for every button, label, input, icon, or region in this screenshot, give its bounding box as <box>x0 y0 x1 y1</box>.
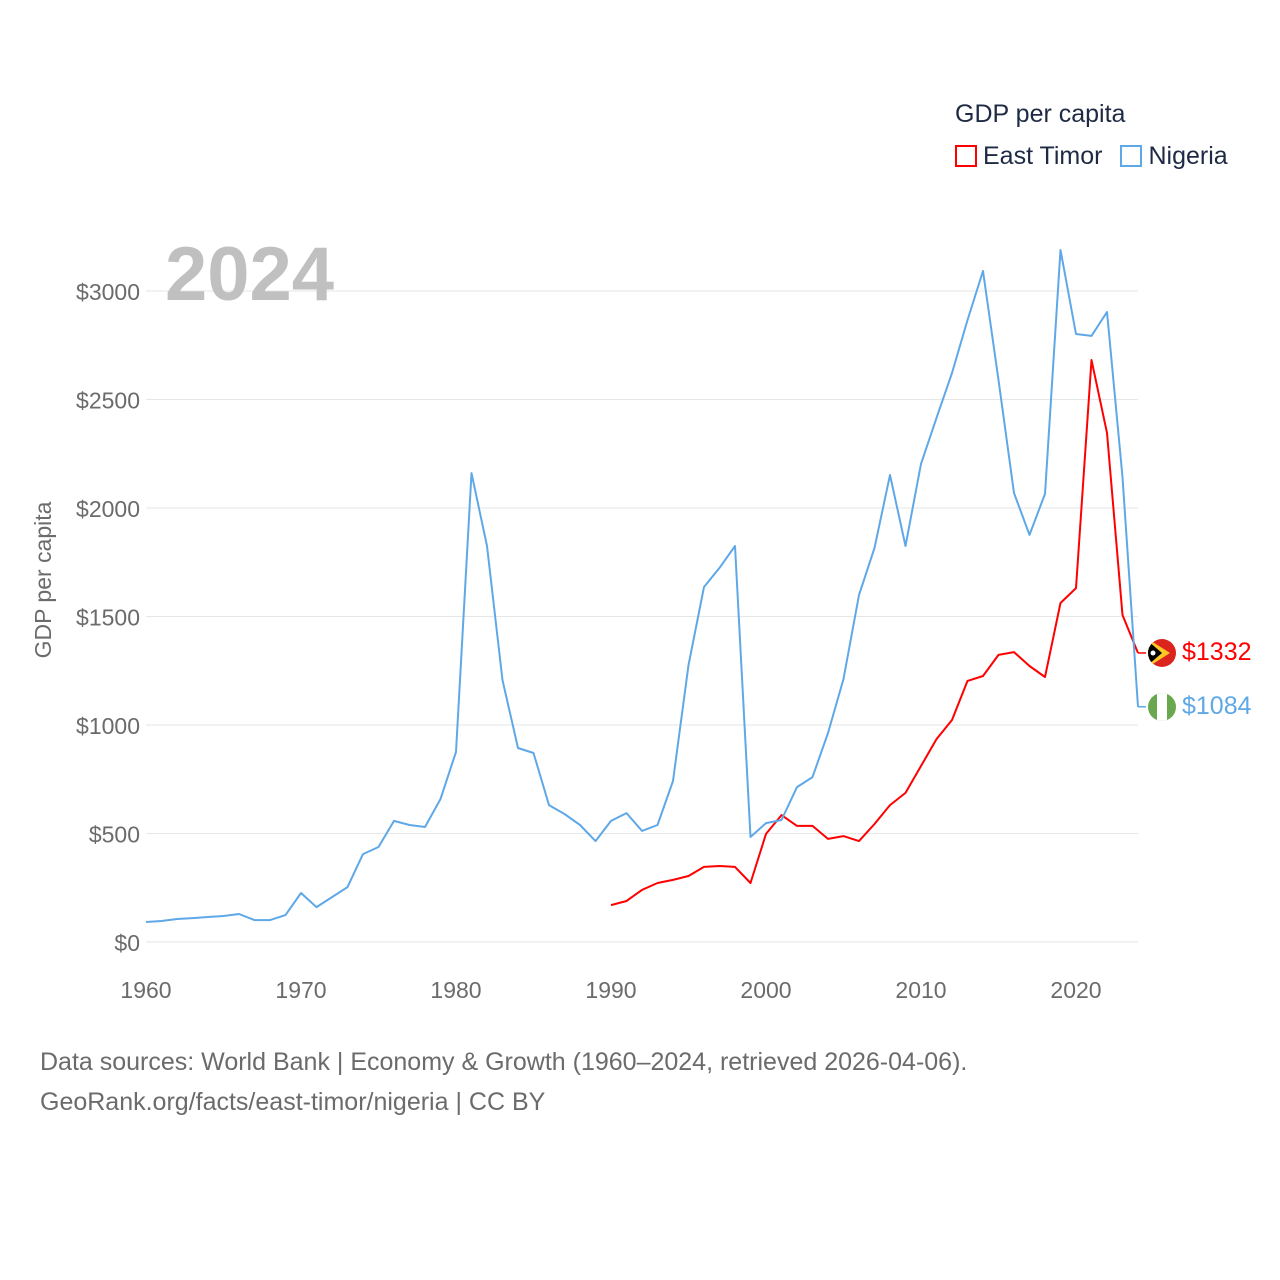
year-watermark: 2024 <box>165 232 334 317</box>
series-line-east-timor <box>610 359 1139 907</box>
x-tick-label: 2000 <box>740 977 791 1003</box>
nigeria-flag-icon <box>1148 693 1176 721</box>
x-tick-label: 1960 <box>120 977 171 1003</box>
x-tick-label: 1970 <box>275 977 326 1003</box>
legend-swatch <box>955 145 977 167</box>
x-tick-label: 1990 <box>585 977 636 1003</box>
legend-item-nigeria[interactable]: Nigeria <box>1120 142 1228 171</box>
data-sources: Data sources: World Bank | Economy & Gro… <box>40 1048 968 1076</box>
x-tick-label: 1980 <box>430 977 481 1003</box>
nigeria-end-label: $1084 <box>1182 692 1252 720</box>
legend-label: Nigeria <box>1148 142 1228 170</box>
legend-label: East Timor <box>983 142 1103 170</box>
grid: $0 $500 $1000 $1500 $2000 $2500 $3000 1960 1970 1… <box>76 279 1138 1003</box>
east-timor-flag-icon <box>1148 639 1176 667</box>
legend: East Timor Nigeria <box>955 142 1228 171</box>
series-line-nigeria <box>145 249 1139 923</box>
legend-swatch <box>1120 145 1143 167</box>
x-tick-label: 2020 <box>1050 977 1101 1003</box>
y-tick-label: $500 <box>89 822 140 848</box>
y-axis-label: GDP per capita <box>30 501 56 658</box>
source-link[interactable]: GeoRank.org/facts/east-timor/nigeria | C… <box>40 1088 546 1116</box>
footer: Data sources: World Bank | Economy & Gro… <box>40 1042 967 1122</box>
legend-item-east-timor[interactable]: East Timor <box>955 142 1102 171</box>
y-tick-label: $1500 <box>76 605 140 631</box>
x-tick-label: 2010 <box>895 977 946 1003</box>
legend-title: GDP per capita <box>955 100 1126 128</box>
y-tick-label: $2500 <box>76 388 140 414</box>
y-tick-label: $2000 <box>76 496 140 522</box>
y-tick-label: $0 <box>114 930 140 956</box>
y-tick-label: $3000 <box>76 279 140 305</box>
y-tick-label: $1000 <box>76 713 140 739</box>
east-timor-end-label: $1332 <box>1182 638 1252 666</box>
